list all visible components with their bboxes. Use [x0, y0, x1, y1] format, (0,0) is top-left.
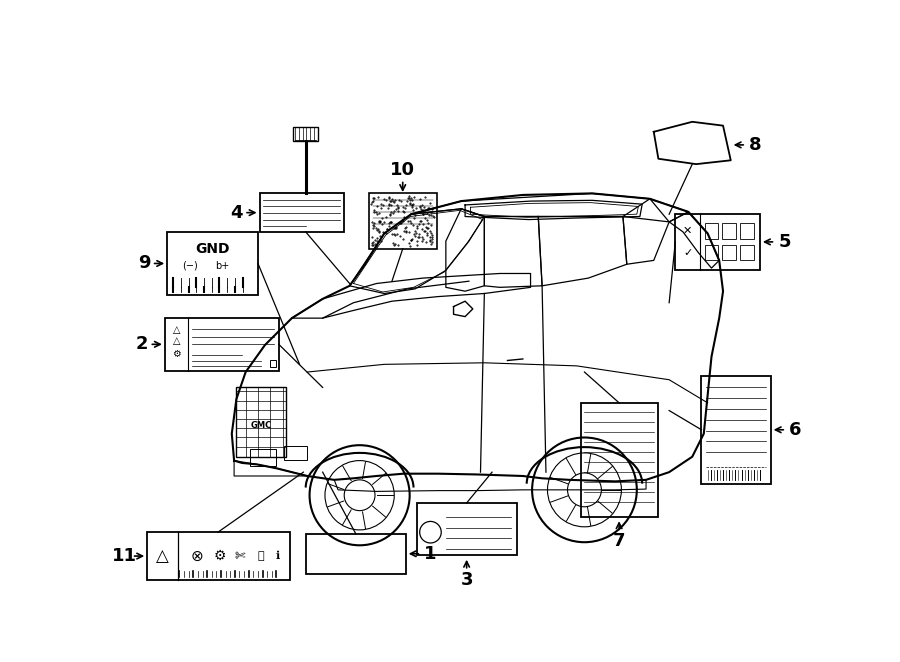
Bar: [369, 193, 436, 249]
Text: (−): (−): [183, 261, 198, 271]
Bar: [723, 224, 736, 239]
Text: 2: 2: [135, 336, 148, 354]
Bar: [293, 127, 318, 141]
Bar: [705, 224, 718, 239]
Text: ✄: ✄: [234, 549, 245, 563]
Text: 📖: 📖: [257, 551, 265, 561]
Text: 3: 3: [461, 571, 472, 589]
Bar: [740, 245, 754, 260]
Text: GMC: GMC: [250, 422, 272, 430]
Bar: [705, 245, 718, 260]
Bar: [165, 318, 279, 371]
Bar: [417, 503, 517, 555]
Text: 11: 11: [112, 547, 137, 565]
Text: △: △: [173, 324, 180, 335]
Text: 6: 6: [789, 421, 802, 439]
Text: ✓: ✓: [683, 248, 692, 258]
Text: ✕: ✕: [683, 226, 692, 236]
Text: 4: 4: [230, 204, 243, 222]
Text: 9: 9: [138, 254, 150, 273]
Bar: [701, 376, 770, 484]
Text: 1: 1: [424, 545, 436, 563]
Text: △: △: [156, 547, 169, 565]
Text: ℹ: ℹ: [276, 551, 280, 561]
Text: ⊗: ⊗: [191, 549, 203, 563]
Text: ⚙: ⚙: [172, 350, 181, 359]
Text: b+: b+: [215, 261, 230, 271]
Bar: [675, 214, 760, 269]
Text: 7: 7: [613, 532, 626, 550]
Bar: [740, 224, 754, 239]
Text: 5: 5: [778, 233, 791, 251]
Bar: [306, 534, 406, 574]
Bar: [580, 403, 658, 517]
Bar: [237, 387, 286, 457]
Bar: [723, 245, 736, 260]
Text: ⚙: ⚙: [214, 549, 227, 563]
Text: △: △: [173, 336, 180, 346]
Text: 10: 10: [391, 162, 415, 179]
Text: GND: GND: [195, 242, 230, 256]
Bar: [269, 361, 275, 367]
Bar: [167, 232, 258, 295]
Bar: [259, 193, 344, 232]
Bar: [284, 446, 307, 460]
Bar: [249, 449, 276, 466]
Bar: [147, 532, 290, 580]
Text: 8: 8: [749, 136, 761, 154]
